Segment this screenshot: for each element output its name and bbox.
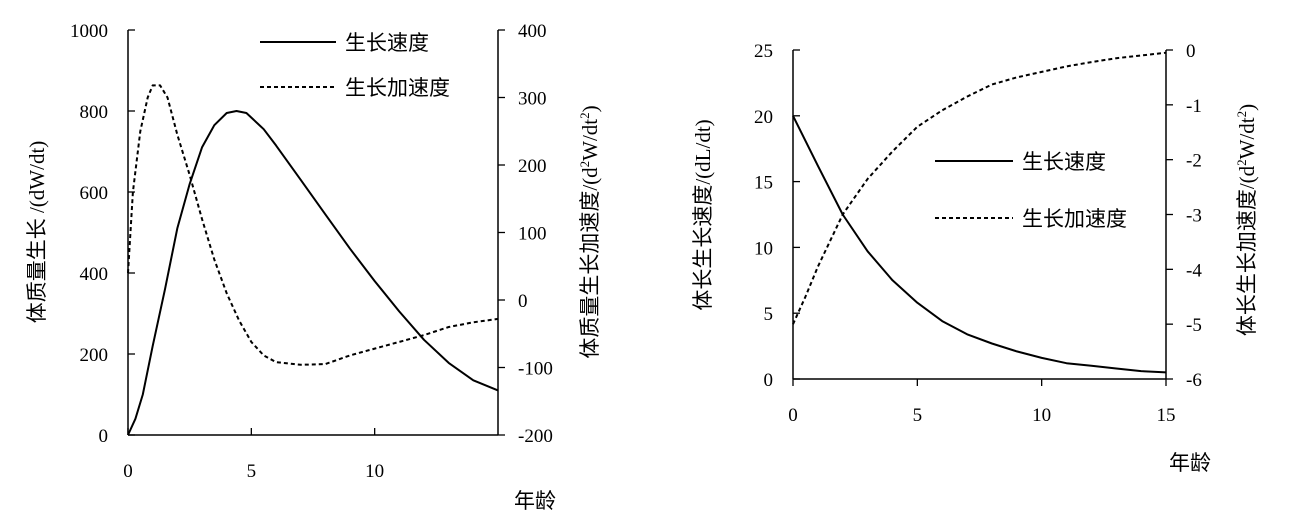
right-y-tick-label: -4 <box>1186 260 1202 281</box>
chart-body-length-growth: 0 5 10 15 20 25 -6 -5 -4 -3 -2 -1 0 0 5 10 15 生长速度 生长加… <box>691 41 1259 475</box>
legend-label-growth-rate: 生长速度 <box>345 31 429 55</box>
right-y-tick-label: -3 <box>1186 206 1202 227</box>
right-y-axis-label: 体质量生长加速度/(d2W/dt2) <box>577 105 602 358</box>
right-y-axis-label-sup: 2 <box>577 161 592 168</box>
right-y-tick-label: -100 <box>518 359 553 380</box>
right-y-axis-label-tail: W/dt <box>578 119 602 161</box>
series-line-growth-rate <box>792 115 1167 374</box>
right-y-axis-label-close: ) <box>578 105 602 112</box>
left-y-ticks: 0 200 400 600 800 1000 <box>70 21 135 447</box>
x-tick-label: 10 <box>1032 405 1051 426</box>
left-y-tick-label: 20 <box>754 107 773 128</box>
x-tick-label: 5 <box>247 461 257 482</box>
left-y-tick-label: 0 <box>764 370 774 391</box>
left-y-tick-label: 5 <box>764 304 774 325</box>
x-tick-label: 0 <box>788 405 798 426</box>
right-y-axis-label-sup2: 2 <box>1234 111 1249 118</box>
legend: 生长速度 生长加速度 <box>935 150 1127 231</box>
right-y-tick-label: -5 <box>1186 315 1202 336</box>
x-tick-label: 0 <box>123 461 133 482</box>
x-tick-label: 5 <box>913 405 923 426</box>
left-y-tick-label: 1000 <box>70 21 108 42</box>
x-tick-label: 15 <box>1157 405 1176 426</box>
x-ticks: 0 5 10 15 <box>788 379 1176 426</box>
right-y-ticks: -200 -100 0 100 200 300 400 <box>498 21 553 447</box>
right-y-tick-label: -200 <box>518 426 553 447</box>
left-y-tick-label: 800 <box>80 102 109 123</box>
x-ticks: 0 5 10 <box>123 428 384 482</box>
series-line-growth-rate <box>127 110 499 436</box>
legend-label-growth-acceleration: 生长加速度 <box>1022 207 1127 231</box>
series-line-growth-acceleration <box>792 51 1167 325</box>
right-y-axis-label-main: 体长生长加速度/(d <box>1235 165 1259 336</box>
right-y-axis-label-close: ) <box>1235 104 1259 111</box>
left-y-tick-label: 0 <box>99 426 109 447</box>
x-axis-label: 年龄 <box>1169 451 1211 475</box>
right-y-tick-label: 400 <box>518 21 547 42</box>
left-y-tick-label: 15 <box>754 173 773 194</box>
right-y-tick-label: -6 <box>1186 370 1202 391</box>
right-y-tick-label: 200 <box>518 156 547 177</box>
left-y-tick-label: 25 <box>754 41 773 62</box>
right-y-ticks: -6 -5 -4 -3 -2 -1 0 <box>1166 41 1202 391</box>
right-y-tick-label: 0 <box>518 291 528 312</box>
legend-label-growth-rate: 生长速度 <box>1022 150 1106 174</box>
right-y-axis-label-main: 体质量生长加速度/(d <box>578 167 602 359</box>
left-y-tick-label: 600 <box>80 183 109 204</box>
series-line-growth-acceleration <box>127 84 499 366</box>
right-y-axis-label-sup2: 2 <box>577 112 592 119</box>
right-y-tick-label: -2 <box>1186 151 1202 172</box>
left-y-axis-label: 体质量生长 /(dW/dt) <box>25 141 49 324</box>
legend-label-growth-acceleration: 生长加速度 <box>345 76 450 100</box>
right-y-axis-label-sup: 2 <box>1234 159 1249 166</box>
left-y-tick-label: 200 <box>80 345 109 366</box>
right-y-tick-label: 0 <box>1186 41 1196 62</box>
x-axis-label: 年龄 <box>514 489 556 513</box>
right-y-axis-label: 体长生长加速度/(d2W/dt2) <box>1234 104 1259 336</box>
legend: 生长速度 生长加速度 <box>260 31 450 100</box>
right-y-axis-label-tail: W/dt <box>1235 117 1259 159</box>
right-y-tick-label: 100 <box>518 224 547 245</box>
left-y-tick-label: 400 <box>80 264 109 285</box>
left-y-axis-label: 体长生长速度/(dL/dt) <box>691 119 715 310</box>
series-group <box>792 51 1167 374</box>
left-y-ticks: 0 5 10 15 20 25 <box>754 41 800 391</box>
right-y-tick-label: -1 <box>1186 96 1202 117</box>
series-group <box>127 84 499 436</box>
left-y-tick-label: 10 <box>754 238 773 259</box>
x-tick-label: 10 <box>365 461 384 482</box>
right-y-tick-label: 300 <box>518 89 547 110</box>
